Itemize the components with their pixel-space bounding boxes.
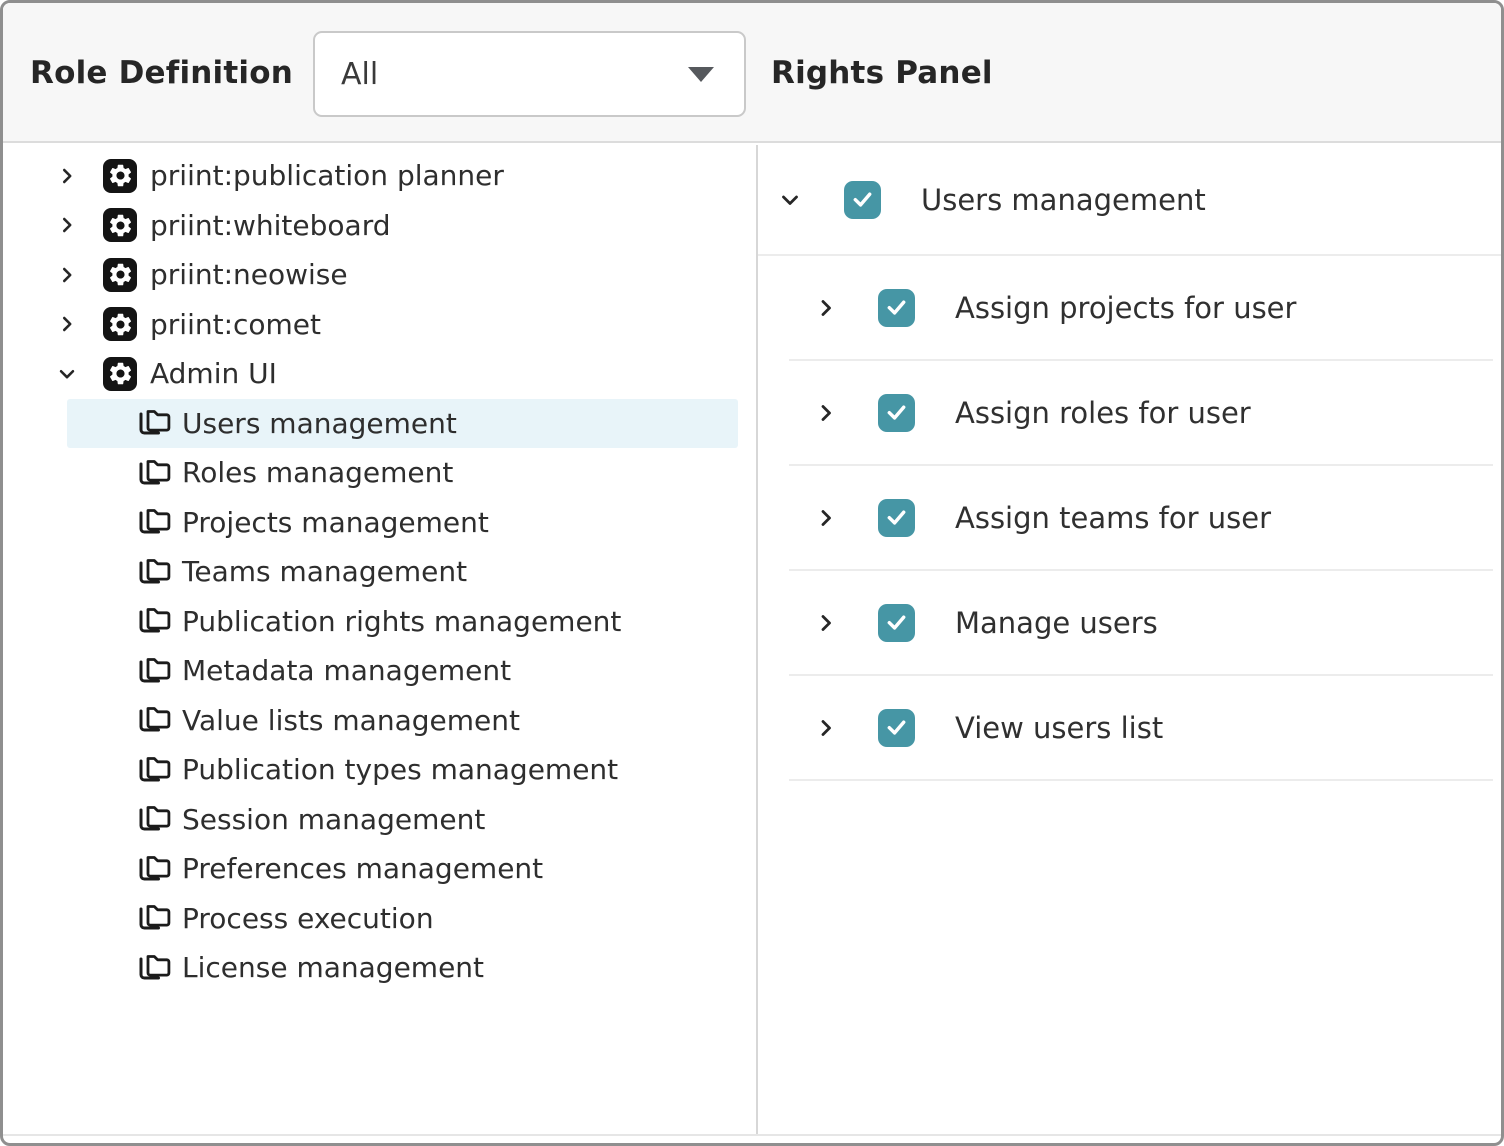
tree-item-label: Users management <box>182 406 457 440</box>
folder-copy-icon <box>136 852 172 885</box>
tree-item-label: Teams management <box>182 555 468 589</box>
row-divider <box>758 254 1501 256</box>
right-row-label: Manage users <box>955 605 1158 640</box>
chevron-right-icon[interactable] <box>814 401 838 425</box>
app-gear-icon <box>103 257 137 292</box>
tree-item-label: Metadata management <box>182 654 512 688</box>
right-row-label: Assign roles for user <box>955 395 1251 430</box>
chevron-right-icon[interactable] <box>55 213 79 237</box>
tree-item-label: Session management <box>182 802 486 836</box>
role-filter-value: All <box>341 56 379 92</box>
checkbox-checked[interactable] <box>878 498 915 537</box>
right-row-users-management[interactable]: Users management <box>758 145 1501 254</box>
right-row-manage-users[interactable]: Manage users <box>758 571 1501 674</box>
checkbox-checked[interactable] <box>844 180 881 219</box>
tree-root-whiteboard[interactable]: priint:whiteboard <box>3 201 756 251</box>
tree-item-process-execution[interactable]: Process execution <box>67 894 738 944</box>
right-row-label: Users management <box>921 182 1206 217</box>
tree-root-label: Admin UI <box>150 357 277 391</box>
folder-copy-icon <box>136 654 172 687</box>
header-bar: Role Definition All Rights Panel <box>3 3 1501 143</box>
role-definition-title: Role Definition <box>30 55 293 91</box>
rights-panel-title: Rights Panel <box>771 55 993 91</box>
app-gear-icon <box>103 307 137 342</box>
folder-copy-icon <box>136 803 172 836</box>
app-gear-icon <box>103 158 137 193</box>
folder-copy-icon <box>136 605 172 638</box>
folder-copy-icon <box>136 555 172 588</box>
right-row-assign-teams-for-user[interactable]: Assign teams for user <box>758 466 1501 569</box>
folder-copy-icon <box>136 902 172 935</box>
checkbox-checked[interactable] <box>878 708 915 747</box>
row-divider <box>789 779 1493 781</box>
app-gear-icon <box>103 356 137 391</box>
tree-item-publication-types-management[interactable]: Publication types management <box>67 745 738 795</box>
tree-item-projects-management[interactable]: Projects management <box>67 498 738 548</box>
row-divider <box>789 569 1493 571</box>
tree-item-preferences-management[interactable]: Preferences management <box>67 844 738 894</box>
folder-copy-icon <box>136 407 172 440</box>
folder-copy-icon <box>136 704 172 737</box>
folder-copy-icon <box>136 753 172 786</box>
chevron-down-icon[interactable] <box>778 188 802 212</box>
tree-item-license-management[interactable]: License management <box>67 943 738 993</box>
right-row-label: Assign teams for user <box>955 500 1272 535</box>
tree-item-publication-rights-management[interactable]: Publication rights management <box>67 597 738 647</box>
row-divider <box>789 674 1493 676</box>
row-divider <box>789 464 1493 466</box>
tree-item-value-lists-management[interactable]: Value lists management <box>67 696 738 746</box>
content-area: priint:publication planner priint:whiteb… <box>3 145 1501 1136</box>
chevron-right-icon[interactable] <box>814 611 838 635</box>
tree-item-label: Value lists management <box>182 703 520 737</box>
tree-root-label: priint:neowise <box>150 258 348 292</box>
chevron-right-icon[interactable] <box>55 312 79 336</box>
tree-item-label: Projects management <box>182 505 489 539</box>
folder-copy-icon <box>136 456 172 489</box>
tree-item-label: Publication types management <box>182 753 619 787</box>
tree-root-label: priint:whiteboard <box>150 208 391 242</box>
role-filter-dropdown[interactable]: All <box>313 31 746 117</box>
app-gear-icon <box>103 208 137 243</box>
tree-root-neowise[interactable]: priint:neowise <box>3 250 756 300</box>
folder-copy-icon <box>136 951 172 984</box>
role-tree-panel: priint:publication planner priint:whiteb… <box>3 145 758 1134</box>
tree-item-roles-management[interactable]: Roles management <box>67 448 738 498</box>
chevron-right-icon[interactable] <box>814 296 838 320</box>
tree-root-publication-planner[interactable]: priint:publication planner <box>3 151 756 201</box>
tree-item-metadata-management[interactable]: Metadata management <box>67 646 738 696</box>
right-row-label: View users list <box>955 710 1164 745</box>
right-row-assign-roles-for-user[interactable]: Assign roles for user <box>758 361 1501 464</box>
tree-root-label: priint:publication planner <box>150 159 504 193</box>
chevron-right-icon[interactable] <box>55 164 79 188</box>
chevron-down-icon[interactable] <box>55 362 79 386</box>
tree-root-label: priint:comet <box>150 307 322 341</box>
tree-item-label: Preferences management <box>182 852 544 886</box>
tree-item-session-management[interactable]: Session management <box>67 795 738 845</box>
rights-panel: Users management Assign projects for use… <box>758 145 1501 1134</box>
right-row-assign-projects-for-user[interactable]: Assign projects for user <box>758 256 1501 359</box>
caret-down-icon <box>688 66 714 82</box>
tree-root-comet[interactable]: priint:comet <box>3 300 756 350</box>
tree-item-label: Roles management <box>182 456 454 490</box>
checkbox-checked[interactable] <box>878 393 915 432</box>
right-row-label: Assign projects for user <box>955 290 1297 325</box>
checkbox-checked[interactable] <box>878 288 915 327</box>
folder-copy-icon <box>136 506 172 539</box>
chevron-right-icon[interactable] <box>814 716 838 740</box>
tree-item-label: Publication rights management <box>182 604 622 638</box>
right-row-view-users-list[interactable]: View users list <box>758 676 1501 779</box>
tree-item-label: License management <box>182 951 485 985</box>
tree-item-label: Process execution <box>182 901 434 935</box>
row-divider <box>789 359 1493 361</box>
tree-item-users-management[interactable]: Users management <box>67 398 738 448</box>
chevron-right-icon[interactable] <box>814 506 838 530</box>
tree-item-teams-management[interactable]: Teams management <box>67 547 738 597</box>
tree-root-admin-ui[interactable]: Admin UI <box>3 349 756 399</box>
chevron-right-icon[interactable] <box>55 263 79 287</box>
checkbox-checked[interactable] <box>878 603 915 642</box>
